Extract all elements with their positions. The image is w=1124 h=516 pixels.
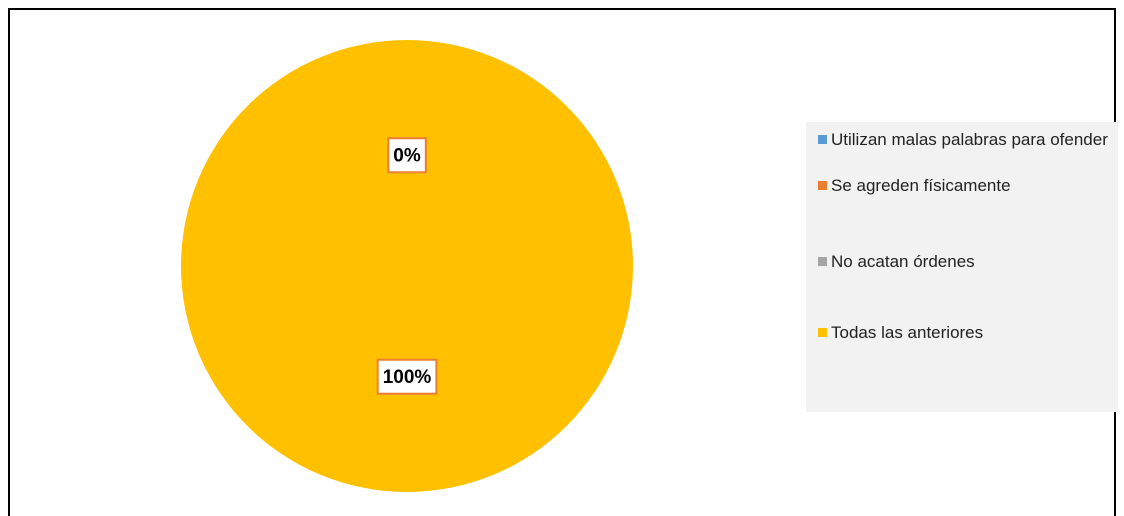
data-label: 0%: [387, 137, 427, 174]
legend-item: Utilizan malas palabras para ofender: [818, 125, 1110, 155]
data-label-text: 100%: [383, 367, 432, 388]
legend-item: Todas las anteriores: [818, 318, 1110, 348]
data-label-text: 0%: [393, 145, 421, 166]
legend-item: Se agreden físicamente: [818, 171, 1110, 201]
data-label-box: [376, 358, 438, 395]
legend-label: Todas las anteriores: [831, 323, 984, 342]
legend: Utilizan malas palabras para ofender Se a…: [806, 122, 1118, 412]
data-label-box: [387, 137, 427, 174]
legend-swatch: [818, 257, 827, 266]
legend-label: No acatan órdenes: [831, 252, 975, 271]
legend-label: Utilizan malas palabras para ofender: [831, 130, 1108, 149]
legend-item: No acatan órdenes: [818, 247, 1110, 277]
legend-swatch: [818, 328, 827, 337]
legend-swatch: [818, 181, 827, 190]
data-label: 100%: [376, 358, 438, 395]
legend-swatch: [818, 135, 827, 144]
pie-slice: [181, 40, 633, 492]
legend-label: Se agreden físicamente: [831, 176, 1011, 195]
